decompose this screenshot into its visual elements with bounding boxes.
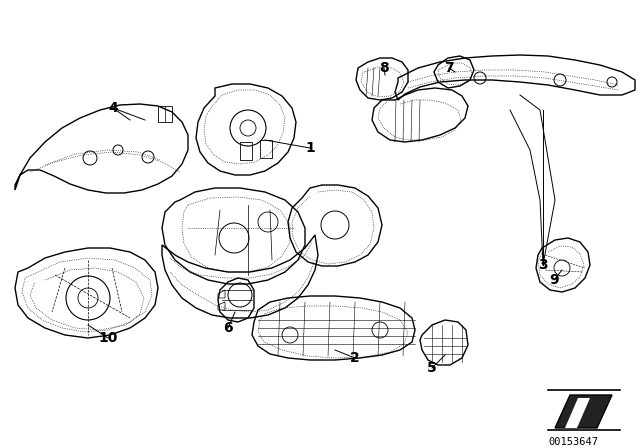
Text: 00153647: 00153647 xyxy=(548,437,598,447)
Text: 8: 8 xyxy=(379,61,389,75)
Text: 10: 10 xyxy=(99,331,118,345)
Text: 1: 1 xyxy=(305,141,315,155)
Text: 3: 3 xyxy=(538,258,548,272)
Text: 7: 7 xyxy=(444,61,454,75)
Text: 6: 6 xyxy=(223,321,233,335)
Polygon shape xyxy=(555,395,612,428)
Polygon shape xyxy=(565,398,590,428)
Text: 4: 4 xyxy=(108,101,118,115)
Text: 5: 5 xyxy=(427,361,437,375)
Text: 9: 9 xyxy=(549,273,559,287)
Text: 2: 2 xyxy=(350,351,360,365)
